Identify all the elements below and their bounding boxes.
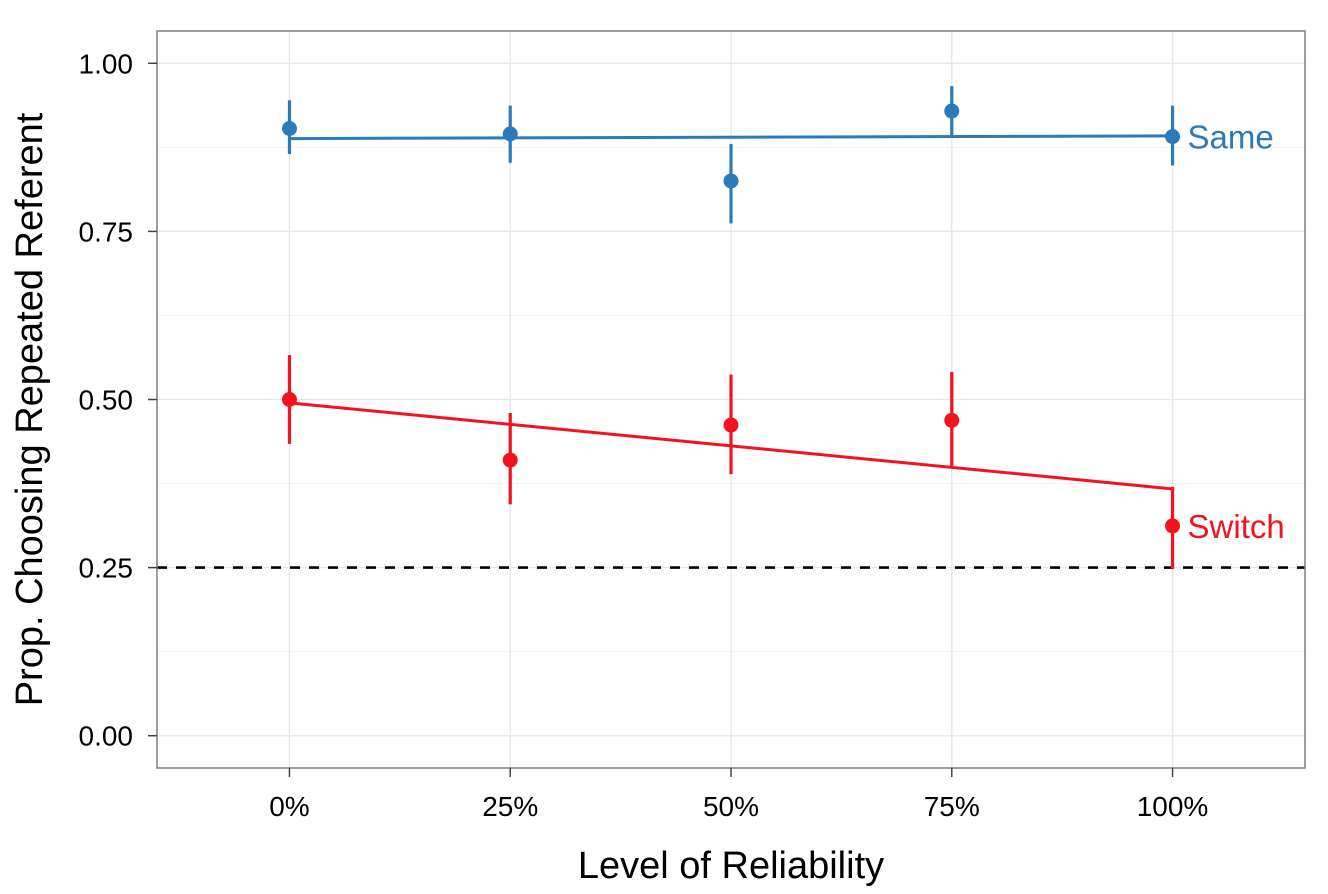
y-tick-label: 0.75 [79, 216, 134, 247]
y-axis-title: Prop. Choosing Repeated Referent [9, 112, 51, 706]
y-tick-label: 0.25 [79, 553, 134, 584]
x-axis-title: Level of Reliability [578, 845, 884, 887]
x-tick-label: 50% [703, 791, 759, 822]
series-label-same: Same [1188, 119, 1274, 156]
x-tick-label: 0% [269, 791, 309, 822]
fit-line-same [289, 134, 1173, 141]
x-tick-label: 75% [924, 791, 980, 822]
data-point-same [281, 121, 297, 137]
data-point-switch [723, 417, 739, 433]
y-tick-label: 1.00 [79, 48, 134, 79]
y-tick-label: 0.50 [79, 385, 134, 416]
data-point-switch [281, 392, 297, 407]
y-tick-label: 0.00 [79, 721, 134, 752]
x-tick-label: 100% [1137, 791, 1209, 822]
data-point-switch [944, 412, 960, 428]
data-point-same [723, 173, 739, 189]
data-point-same [1165, 129, 1181, 145]
x-tick-label: 25% [482, 791, 538, 822]
data-point-same [502, 126, 518, 142]
data-point-same [944, 103, 960, 119]
series-label-switch: Switch [1188, 508, 1285, 545]
data-point-switch [1165, 518, 1181, 534]
data-point-switch [502, 452, 518, 468]
